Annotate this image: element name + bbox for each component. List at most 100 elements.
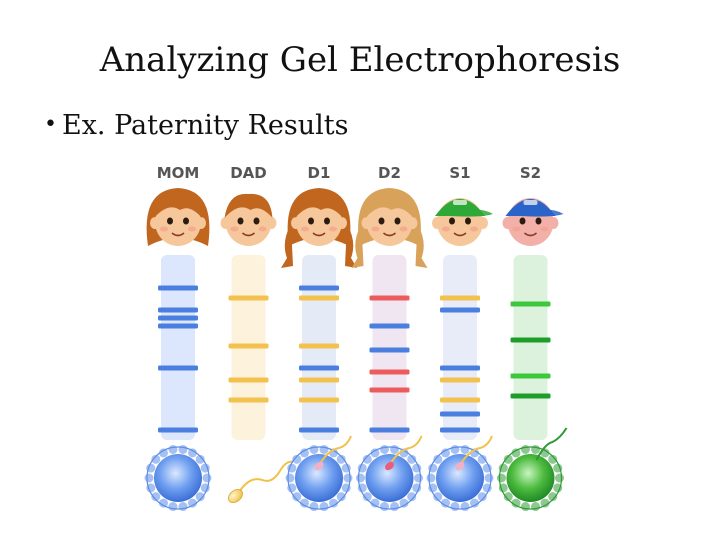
dna-band	[158, 307, 198, 313]
corona-cell	[390, 444, 400, 454]
corona-cell	[520, 444, 530, 454]
corona-cell	[178, 502, 188, 512]
corona-cell	[412, 483, 422, 493]
cheek-right	[540, 226, 549, 232]
lane-label: DAD	[230, 164, 267, 182]
corona-cell	[319, 444, 329, 454]
corona-cell	[188, 448, 197, 458]
dna-band	[440, 397, 480, 403]
dna-band	[158, 365, 198, 371]
corona-cell	[482, 483, 492, 493]
corona-cell	[292, 454, 302, 464]
hair-fringe	[224, 193, 273, 218]
eye-right	[253, 217, 260, 225]
corona-cell	[329, 498, 338, 508]
sperm-tail	[535, 427, 568, 461]
dna-band	[299, 427, 339, 433]
egg-cytoplasm	[295, 454, 343, 502]
eye-right	[394, 217, 401, 225]
cap-brim	[520, 209, 564, 217]
eye-left	[449, 217, 455, 225]
cheek-left	[512, 226, 521, 232]
corona-cell	[484, 473, 494, 483]
corona-cell	[357, 463, 367, 473]
corona-cell	[428, 463, 438, 473]
face	[225, 198, 272, 246]
eye-right	[465, 217, 471, 225]
corona-cell	[336, 454, 346, 464]
sperm-head	[314, 461, 324, 471]
mouth	[453, 232, 467, 237]
corona-cell	[370, 448, 380, 458]
corona-cell	[356, 473, 365, 483]
sperm-tail	[390, 435, 423, 463]
cheek-left	[301, 226, 309, 232]
corona-cell	[450, 502, 460, 512]
sperm-head	[455, 461, 465, 471]
dna-band	[369, 323, 410, 329]
corona-cell	[362, 454, 372, 464]
corona-cell	[497, 473, 506, 483]
corona-cell	[460, 444, 470, 454]
lane-label: MOM	[157, 164, 200, 182]
corona-cell	[379, 444, 389, 454]
pigtail-right	[415, 224, 428, 268]
corona-cell	[511, 448, 521, 458]
egg-cytoplasm	[154, 454, 202, 502]
gel-lane: DAD	[220, 164, 295, 504]
face	[296, 198, 342, 246]
mouth	[382, 232, 397, 237]
dna-band	[299, 285, 339, 291]
mouth	[241, 232, 256, 237]
corona-cell	[553, 483, 563, 493]
gel-lane: D1	[281, 164, 357, 512]
corona-cell	[319, 502, 329, 512]
pigtail-left	[281, 224, 293, 268]
eye-left	[378, 217, 385, 225]
lane-label: D1	[308, 164, 331, 182]
sperm-head	[385, 461, 394, 471]
lane-label: D2	[378, 164, 401, 182]
cheek-right	[188, 226, 196, 232]
corona-cell	[433, 454, 443, 464]
corona-cell	[309, 444, 319, 454]
gel-lane: S1	[426, 164, 494, 512]
corona-cell	[414, 473, 423, 483]
corona-cell	[151, 454, 161, 464]
corona-cell	[441, 448, 450, 458]
corona-cell	[343, 473, 353, 483]
corona-cell	[292, 492, 302, 502]
dna-band	[369, 295, 410, 301]
corona-cell	[309, 502, 319, 512]
bullet-text: Ex. Paternity Results	[62, 110, 349, 141]
corona-cell	[362, 492, 372, 502]
corona-cell	[370, 498, 380, 508]
corona-cell	[357, 483, 367, 493]
eye-left	[167, 217, 173, 225]
mouth	[312, 232, 326, 237]
dna-band	[510, 301, 551, 307]
lane-label: S2	[520, 164, 541, 182]
eye-right	[535, 217, 542, 225]
dna-band	[440, 365, 480, 371]
dna-band	[228, 377, 269, 383]
sperm-tail	[461, 435, 493, 463]
dna-band	[440, 427, 480, 433]
corona-cell	[285, 473, 295, 483]
hair-fringe	[295, 193, 343, 218]
hair-fringe	[154, 193, 202, 218]
corona-cell	[540, 498, 550, 508]
bullet-dot-icon: •	[44, 112, 57, 137]
face	[366, 198, 413, 246]
cheek-right	[329, 226, 337, 232]
dna-band	[510, 393, 551, 399]
dna-band	[158, 427, 198, 433]
corona-cell	[412, 463, 422, 473]
corona-cell	[146, 463, 156, 473]
bullet-item: • Ex. Paternity Results	[44, 110, 349, 141]
sperm-tail	[320, 435, 352, 463]
corona-cell	[477, 454, 487, 464]
cheek-left	[442, 226, 450, 232]
corona-cell	[336, 492, 346, 502]
